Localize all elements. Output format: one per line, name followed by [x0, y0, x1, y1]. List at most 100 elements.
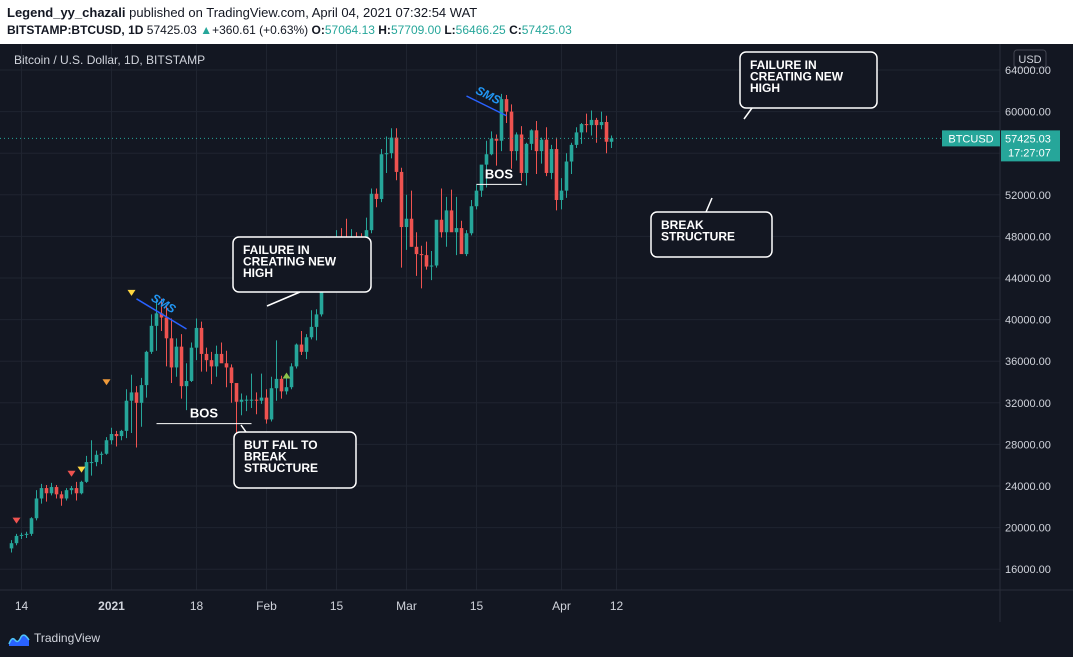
sell-marker: [102, 379, 111, 386]
candle-body: [164, 317, 169, 339]
high-value: 57709.00: [390, 23, 441, 37]
y-tick-label: 52000.00: [1005, 190, 1051, 202]
candle-body: [54, 487, 59, 495]
sms-label: SMS: [474, 83, 504, 107]
close-label: C:: [509, 23, 522, 37]
x-tick-label: Mar: [396, 599, 417, 613]
candle-body: [14, 535, 19, 544]
candle-body: [419, 254, 424, 256]
candle-body: [94, 454, 99, 463]
candle-body: [254, 399, 259, 401]
close-value: 57425.03: [521, 23, 572, 37]
y-tick-label: 48000.00: [1005, 231, 1051, 243]
candle-body: [409, 218, 414, 247]
candle-body: [469, 206, 474, 234]
chart-title: Bitcoin / U.S. Dollar, 1D, BITSTAMP: [14, 53, 205, 67]
candle-body: [609, 138, 614, 142]
low-label: L:: [444, 23, 456, 37]
callout-text: CREATING NEW: [243, 255, 337, 269]
tradingview-logo-icon[interactable]: [8, 631, 30, 647]
y-tick-label: 60000.00: [1005, 107, 1051, 119]
candle-body: [79, 481, 84, 494]
candle-body: [59, 494, 64, 499]
signal-markers: [12, 289, 291, 524]
sms-trendline: [466, 95, 507, 117]
x-tick-label: 12: [610, 599, 624, 613]
ohlc-legend: BITSTAMP:BTCUSD, 1D 57425.03 ▲+360.61 (+…: [7, 23, 572, 37]
candle-body: [444, 210, 449, 233]
callout-box: [650, 211, 773, 258]
callout-pointer: [266, 291, 301, 307]
candle-body: [269, 388, 274, 420]
candle-body: [304, 337, 309, 352]
callout-text: FAILURE IN: [750, 58, 817, 72]
callout-text: STRUCTURE: [244, 461, 318, 475]
y-tick-label: 28000.00: [1005, 439, 1051, 451]
candle-body: [44, 488, 49, 494]
candle-body: [494, 138, 499, 141]
tradingview-brand[interactable]: TradingView: [34, 631, 101, 645]
candle-body: [49, 487, 54, 494]
candle-body: [399, 171, 404, 228]
candle-body: [429, 265, 434, 267]
candle-body: [104, 440, 109, 454]
candle-body: [39, 488, 44, 499]
publish-header: Legend_yy_chazali published on TradingVi…: [0, 0, 1073, 44]
candle-body: [24, 533, 29, 535]
candle-body: [74, 488, 79, 494]
candle-body: [554, 149, 559, 200]
open-label: O:: [311, 23, 325, 37]
author-name[interactable]: Legend_yy_chazali: [7, 5, 126, 20]
candle-body: [314, 314, 319, 327]
candle-body: [114, 434, 119, 437]
axes: USD 16000.00 20000.00 24000.00 28000.00 3200…: [0, 44, 1073, 622]
candle-body: [299, 344, 304, 352]
callout-text: BUT FAIL TO: [244, 438, 318, 452]
candle-body: [284, 387, 289, 392]
callout-box: [739, 51, 878, 109]
callout-box: [233, 431, 357, 489]
candle-body: [374, 193, 379, 199]
candle-body: [479, 164, 484, 191]
callout-pointer: [705, 197, 713, 213]
candle-body: [534, 130, 539, 152]
sell-marker: [67, 470, 76, 477]
bos-label: BOS: [485, 166, 514, 181]
candle-body: [384, 153, 389, 155]
callout-text: STRUCTURE: [661, 230, 735, 244]
candle-body: [424, 255, 429, 267]
candle-body: [279, 378, 284, 392]
candle-body: [64, 490, 69, 499]
candle-body: [564, 161, 569, 191]
candle-body: [194, 327, 199, 348]
candle-body: [499, 99, 504, 141]
candle-body: [174, 346, 179, 368]
candle-body: [484, 154, 489, 165]
candle-body: [184, 380, 189, 387]
candle-body: [604, 122, 609, 142]
candle-body: [464, 233, 469, 255]
candle-body: [209, 360, 214, 367]
x-tick-label: 18: [190, 599, 204, 613]
change-arrow-icon: ▲: [200, 23, 213, 37]
candle-body: [389, 137, 394, 154]
candle-body: [504, 99, 509, 112]
candle-body: [264, 397, 269, 420]
candle-body: [124, 400, 129, 431]
chart-area[interactable]: SMS SMS BOS BOS FAILURE IN CREATING NEW HIGH BU…: [0, 44, 1073, 622]
candle-body: [514, 134, 519, 152]
candle-body: [364, 230, 369, 243]
sell-marker: [77, 466, 86, 473]
callout-box: [232, 236, 372, 293]
candle-body: [129, 392, 134, 401]
last-price-badge: [1001, 130, 1060, 162]
candle-body: [559, 190, 564, 200]
low-value: 56466.25: [455, 23, 506, 37]
callout-text: BREAK: [661, 218, 704, 232]
y-tick-label: 24000.00: [1005, 481, 1051, 493]
symbol-label: BITSTAMP:BTCUSD, 1D: [7, 23, 144, 37]
candle-body: [369, 193, 374, 231]
currency-badge[interactable]: [1013, 49, 1047, 69]
